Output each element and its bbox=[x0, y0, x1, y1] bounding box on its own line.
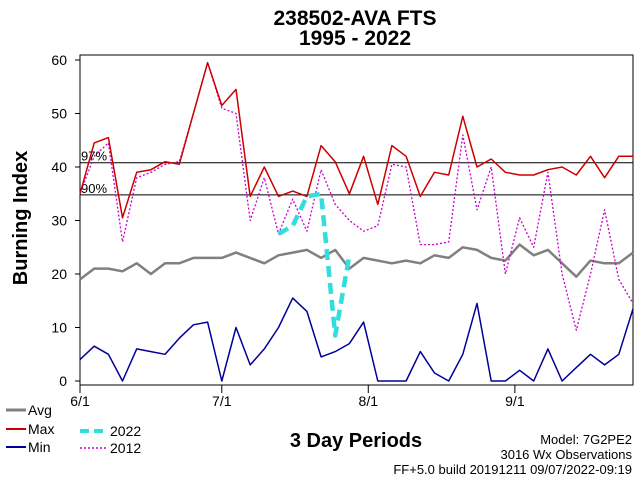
series-2022-line bbox=[277, 191, 352, 338]
y-axis: 0 10 20 30 40 50 60 bbox=[51, 52, 80, 389]
x-tick-label: 7/1 bbox=[212, 393, 232, 409]
y-tick-label: 60 bbox=[51, 52, 67, 68]
chart-title: 238502-AVA FTS bbox=[273, 7, 436, 30]
legend-min-label: Min bbox=[28, 439, 51, 455]
plot-area-frame bbox=[79, 54, 634, 386]
y-tick-label: 20 bbox=[51, 266, 67, 282]
legend-2022-label: 2022 bbox=[110, 423, 141, 439]
x-axis-label: 3 Day Periods bbox=[290, 430, 422, 452]
series-2012-line bbox=[79, 62, 634, 331]
x-tick-label: 9/1 bbox=[505, 393, 525, 409]
series-min-line bbox=[79, 297, 634, 382]
model-note: Model: 7G2PE2 bbox=[540, 432, 632, 447]
y-tick-label: 40 bbox=[51, 159, 67, 175]
legend: Avg Max Min 2022 2012 bbox=[6, 402, 141, 456]
x-tick-label: 8/1 bbox=[359, 393, 379, 409]
y-tick-label: 30 bbox=[51, 213, 67, 229]
series-layer bbox=[79, 61, 634, 382]
y-tick-label: 50 bbox=[51, 106, 67, 122]
y-axis-label: Burning Index bbox=[10, 151, 32, 285]
legend-2012-label: 2012 bbox=[110, 440, 141, 456]
chart-subtitle: 1995 - 2022 bbox=[299, 27, 411, 50]
observations-note: 3016 Wx Observations bbox=[500, 447, 632, 462]
percentile-label: 90% bbox=[81, 181, 107, 196]
x-axis: 6/1 7/1 8/1 9/1 bbox=[70, 385, 525, 409]
series-max-line bbox=[79, 61, 633, 219]
y-tick-label: 10 bbox=[51, 320, 67, 336]
build-note: FF+5.0 build 20191211 09/07/2022-09:19 bbox=[393, 462, 632, 477]
series-avg-line bbox=[79, 243, 634, 281]
legend-max-label: Max bbox=[28, 421, 54, 437]
y-tick-label: 0 bbox=[59, 373, 67, 389]
x-tick-label: 6/1 bbox=[70, 393, 90, 409]
legend-avg-label: Avg bbox=[28, 402, 52, 418]
